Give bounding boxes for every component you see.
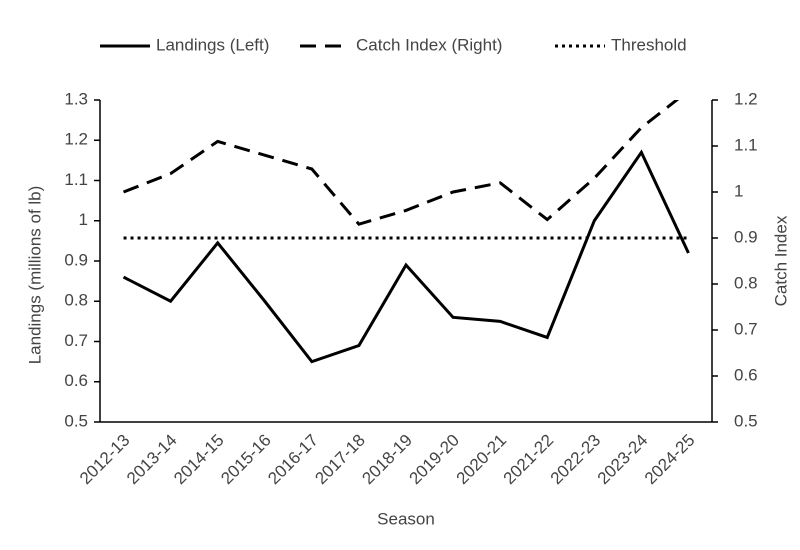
y2-tick-label: 0.6 [734, 365, 758, 384]
y2-tick-label: 0.7 [734, 319, 758, 338]
plot-area [122, 100, 690, 364]
y-tick-label: 1.2 [64, 130, 88, 149]
y-tick-label: 0.5 [64, 411, 88, 430]
y-tick-label: 0.9 [64, 250, 88, 269]
y-tick-label: 0.6 [64, 371, 88, 390]
y2-tick-label: 0.5 [734, 411, 758, 430]
y2-tick-label: 1.2 [734, 89, 758, 108]
y-tick-label: 1.1 [64, 170, 88, 189]
legend-label: Landings (Left) [156, 35, 269, 54]
y-axis-label: Landings (millions of lb) [25, 186, 44, 365]
y-tick-label: 0.8 [64, 291, 88, 310]
legend-label: Catch Index (Right) [356, 35, 502, 54]
series-line [122, 100, 680, 226]
legend-label: Threshold [611, 35, 687, 54]
series-line [122, 149, 690, 364]
y2-axis-label: Catch Index [771, 215, 790, 306]
x-axis-label: Season [377, 509, 435, 528]
y-tick-label: 1 [79, 210, 88, 229]
y2-tick-label: 0.8 [734, 273, 758, 292]
y2-tick-label: 1 [734, 181, 743, 200]
y2-tick-label: 1.1 [734, 135, 758, 154]
y-tick-label: 0.7 [64, 331, 88, 350]
y-tick-label: 1.3 [64, 89, 88, 108]
y2-tick-label: 0.9 [734, 227, 758, 246]
